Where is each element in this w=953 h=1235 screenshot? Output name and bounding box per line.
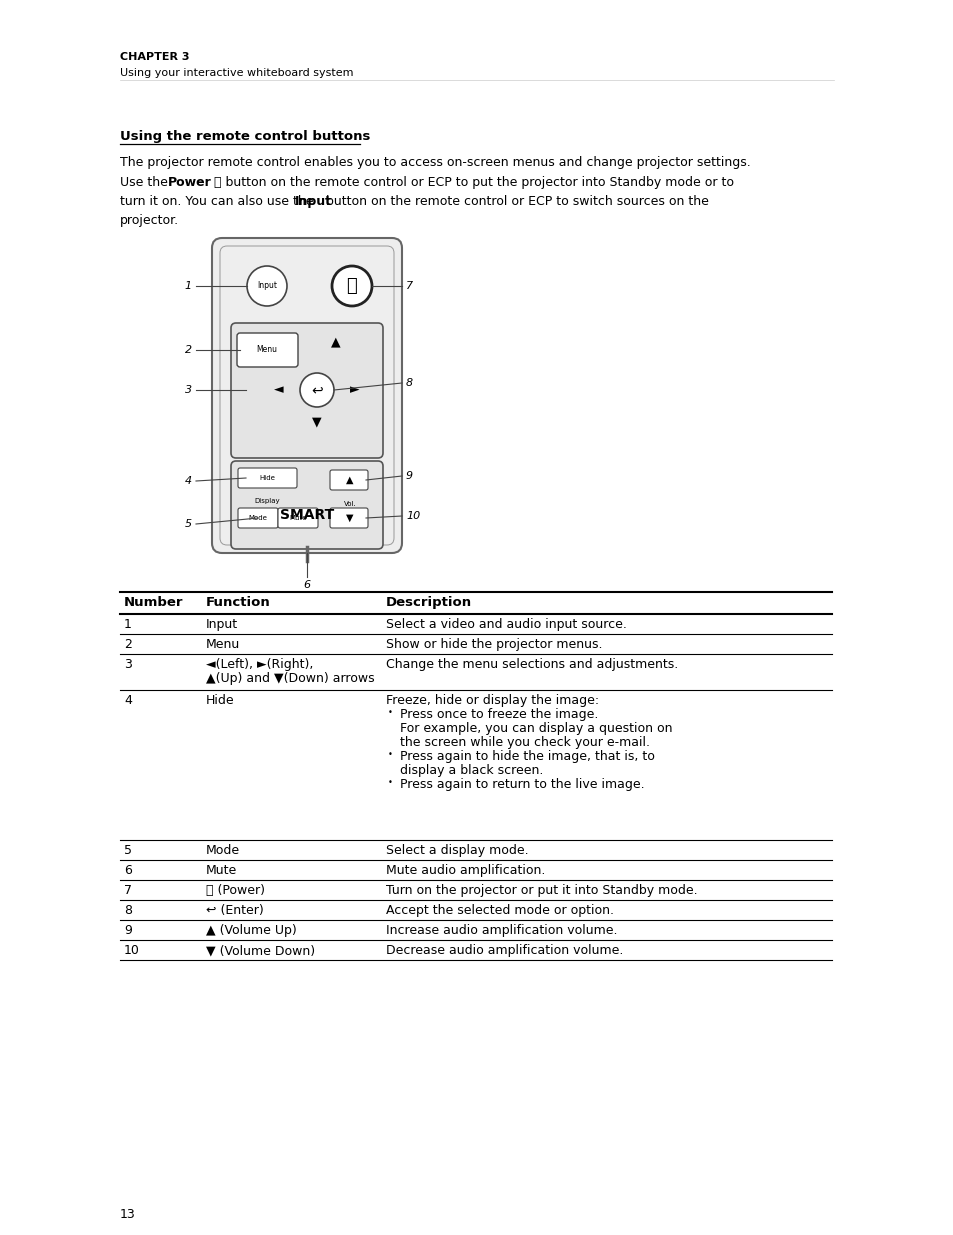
Text: ▼: ▼ — [312, 415, 321, 429]
Text: 1: 1 — [185, 282, 192, 291]
Text: Mute: Mute — [289, 515, 307, 521]
Text: Mode: Mode — [249, 515, 267, 521]
Text: Input: Input — [256, 282, 276, 290]
Text: Freeze, hide or display the image:: Freeze, hide or display the image: — [386, 694, 598, 706]
Text: ◄(Left), ►(Right),: ◄(Left), ►(Right), — [206, 658, 313, 671]
Text: Vol.: Vol. — [343, 501, 356, 508]
Text: 4: 4 — [124, 694, 132, 706]
Text: 6: 6 — [124, 864, 132, 877]
Text: Mute: Mute — [206, 864, 237, 877]
FancyBboxPatch shape — [330, 508, 368, 529]
FancyBboxPatch shape — [237, 468, 296, 488]
Text: 8: 8 — [124, 904, 132, 918]
Text: ↩ (Enter): ↩ (Enter) — [206, 904, 263, 918]
Text: Hide: Hide — [206, 694, 234, 706]
FancyBboxPatch shape — [237, 508, 277, 529]
Text: For example, you can display a question on: For example, you can display a question … — [399, 722, 672, 735]
Text: 7: 7 — [406, 282, 413, 291]
Text: 10: 10 — [124, 944, 140, 957]
Text: Mute audio amplification.: Mute audio amplification. — [386, 864, 545, 877]
Text: CHAPTER 3: CHAPTER 3 — [120, 52, 190, 62]
FancyBboxPatch shape — [231, 461, 382, 550]
Text: the screen while you check your e-mail.: the screen while you check your e-mail. — [399, 736, 649, 748]
Text: Using your interactive whiteboard system: Using your interactive whiteboard system — [120, 68, 354, 78]
Text: Function: Function — [206, 597, 271, 609]
Text: 6: 6 — [303, 580, 311, 590]
Text: Description: Description — [386, 597, 472, 609]
FancyBboxPatch shape — [277, 508, 317, 529]
Text: Select a video and audio input source.: Select a video and audio input source. — [386, 618, 626, 631]
Text: •: • — [388, 778, 393, 787]
Text: Press again to return to the live image.: Press again to return to the live image. — [399, 778, 644, 790]
Text: The projector remote control enables you to access on-screen menus and change pr: The projector remote control enables you… — [120, 156, 750, 169]
Text: Press once to freeze the image.: Press once to freeze the image. — [399, 708, 598, 721]
Text: Increase audio amplification volume.: Increase audio amplification volume. — [386, 924, 617, 937]
Circle shape — [247, 266, 287, 306]
Text: 9: 9 — [406, 471, 413, 480]
Text: Decrease audio amplification volume.: Decrease audio amplification volume. — [386, 944, 622, 957]
Text: 5: 5 — [185, 519, 192, 529]
Text: 1: 1 — [124, 618, 132, 631]
Text: turn it on. You can also use the: turn it on. You can also use the — [120, 195, 317, 207]
FancyBboxPatch shape — [212, 238, 401, 553]
Text: Using the remote control buttons: Using the remote control buttons — [120, 130, 370, 143]
Text: •: • — [388, 708, 393, 718]
Text: Display: Display — [253, 498, 279, 504]
Text: button on the remote control or ECP to switch sources on the: button on the remote control or ECP to s… — [322, 195, 708, 207]
Text: Show or hide the projector menus.: Show or hide the projector menus. — [386, 638, 602, 651]
Text: ▼: ▼ — [346, 513, 354, 522]
Text: Turn on the projector or put it into Standby mode.: Turn on the projector or put it into Sta… — [386, 884, 697, 897]
Text: Menu: Menu — [256, 346, 277, 354]
Text: ↩: ↩ — [311, 383, 322, 396]
Text: 13: 13 — [120, 1208, 135, 1221]
Circle shape — [332, 266, 372, 306]
Text: 7: 7 — [124, 884, 132, 897]
Text: ▲(Up) and ▼(Down) arrows: ▲(Up) and ▼(Down) arrows — [206, 672, 375, 685]
Text: ▲: ▲ — [331, 336, 340, 348]
Text: projector.: projector. — [120, 214, 179, 227]
Text: SMART: SMART — [279, 508, 334, 522]
Text: 8: 8 — [406, 378, 413, 388]
Text: 9: 9 — [124, 924, 132, 937]
Text: ⏻ (Power): ⏻ (Power) — [206, 884, 265, 897]
Text: ◄: ◄ — [274, 384, 283, 396]
FancyBboxPatch shape — [236, 333, 297, 367]
Text: ►: ► — [350, 384, 359, 396]
Text: 4: 4 — [185, 475, 192, 487]
Text: display a black screen.: display a black screen. — [399, 764, 543, 777]
Text: 2: 2 — [124, 638, 132, 651]
Text: Menu: Menu — [206, 638, 240, 651]
Circle shape — [299, 373, 334, 408]
Text: 2: 2 — [185, 345, 192, 354]
Text: ▲ (Volume Up): ▲ (Volume Up) — [206, 924, 296, 937]
Text: Select a display mode.: Select a display mode. — [386, 844, 528, 857]
Text: 10: 10 — [406, 511, 420, 521]
Text: Input: Input — [206, 618, 238, 631]
Text: ▼ (Volume Down): ▼ (Volume Down) — [206, 944, 314, 957]
Text: Press again to hide the image, that is, to: Press again to hide the image, that is, … — [399, 750, 654, 763]
Text: Hide: Hide — [259, 475, 274, 480]
Text: Mode: Mode — [206, 844, 240, 857]
FancyBboxPatch shape — [330, 471, 368, 490]
FancyBboxPatch shape — [231, 324, 382, 458]
Text: •: • — [388, 750, 393, 760]
Text: Number: Number — [124, 597, 183, 609]
Text: 5: 5 — [124, 844, 132, 857]
Text: 3: 3 — [124, 658, 132, 671]
Text: Power: Power — [168, 177, 212, 189]
Text: Accept the selected mode or option.: Accept the selected mode or option. — [386, 904, 614, 918]
Text: ▲: ▲ — [346, 475, 354, 485]
Text: 3: 3 — [185, 385, 192, 395]
Text: Input: Input — [294, 195, 332, 207]
Text: Change the menu selections and adjustments.: Change the menu selections and adjustmen… — [386, 658, 678, 671]
Text: ⏻: ⏻ — [346, 277, 357, 295]
Text: Use the: Use the — [120, 177, 172, 189]
Text: ⏻ button on the remote control or ECP to put the projector into Standby mode or : ⏻ button on the remote control or ECP to… — [210, 177, 733, 189]
